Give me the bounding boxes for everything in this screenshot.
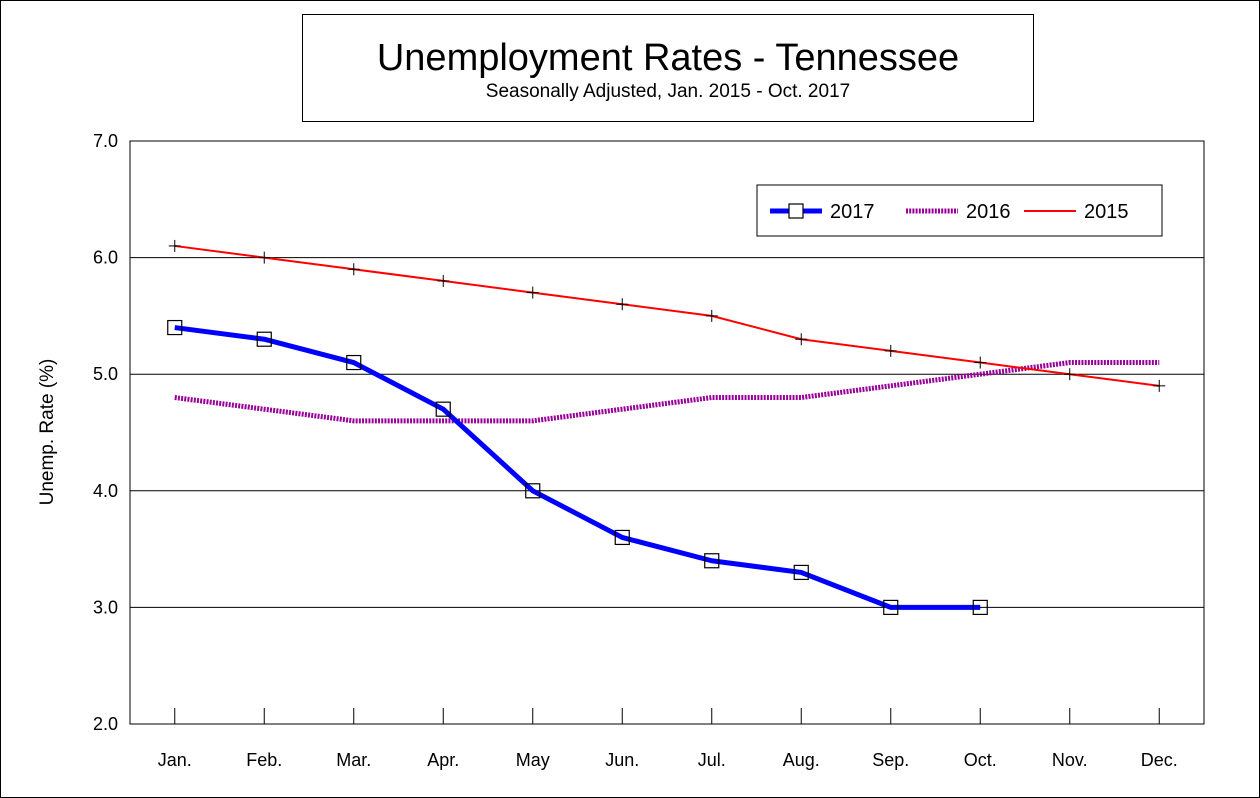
x-tick-label: Jun. [605, 750, 639, 770]
data-point-2017 [256, 331, 272, 347]
y-axis-title: Unemp. Rate (%) [37, 359, 58, 506]
data-point-2017 [525, 483, 541, 499]
x-tick-label: Nov. [1052, 750, 1088, 770]
data-point-2017 [346, 354, 362, 371]
legend-label-2017: 2017 [830, 201, 875, 223]
data-point-2017 [704, 553, 720, 569]
data-point-2015 [616, 298, 629, 311]
data-point-2015 [884, 344, 897, 357]
data-point-2017 [614, 529, 630, 546]
legend-label-2016: 2016 [966, 201, 1011, 223]
x-tick-label: Sep. [872, 750, 909, 770]
y-tick-label: 4.0 [93, 481, 118, 501]
y-tick-label: 2.0 [93, 714, 118, 734]
chart-subtitle: Seasonally Adjusted, Jan. 2015 - Oct. 20… [485, 81, 851, 102]
data-point-2017 [435, 401, 451, 417]
series-group [167, 239, 1166, 616]
data-point-2015 [795, 333, 808, 346]
x-tick-label: Apr. [427, 750, 459, 770]
series-line-2017 [174, 325, 981, 610]
x-tick-label: Jan. [158, 750, 192, 770]
y-axis-ticks: 2.0 3.0 4.0 5.0 6.0 7.0 [93, 131, 118, 734]
y-tick-label: 3.0 [93, 597, 118, 617]
data-point-2015 [258, 251, 271, 264]
legend-marker [788, 203, 804, 219]
data-point-2015 [705, 309, 718, 322]
title-box: Unemployment Rates - Tennessee Seasonall… [302, 14, 1034, 122]
series-line-2016 [174, 360, 1160, 424]
data-point-2017 [883, 599, 899, 616]
gridlines [130, 257, 1204, 608]
x-tick-label: May [516, 750, 550, 770]
data-point-2015 [347, 263, 360, 276]
x-tick-label: Oct. [964, 750, 997, 770]
data-point-2015 [168, 239, 181, 252]
data-point-2015 [1153, 379, 1166, 392]
data-point-2015 [437, 274, 450, 287]
plot-area [129, 140, 1205, 725]
x-tick-label: Mar. [336, 750, 371, 770]
series-line-2015 [174, 244, 1160, 387]
chart-title: Unemployment Rates - Tennessee [376, 37, 960, 79]
x-axis-ticks: Jan. Feb. Mar. Apr. May Jun. Jul. Aug. Sep. Oct. N… [158, 708, 1178, 770]
data-point-2015 [526, 286, 539, 299]
data-point-2015 [1063, 368, 1076, 381]
legend: 2017 2016 2015 [756, 184, 1163, 237]
y-tick-label: 7.0 [93, 131, 118, 151]
data-point-2017 [793, 564, 809, 581]
legend-box [756, 184, 1163, 237]
y-tick-label: 5.0 [93, 364, 118, 384]
x-tick-label: Dec. [1141, 750, 1178, 770]
x-tick-label: Feb. [246, 750, 282, 770]
x-tick-label: Aug. [783, 750, 820, 770]
data-point-2017 [167, 319, 183, 336]
legend-label-2015: 2015 [1084, 201, 1129, 223]
data-point-2017 [972, 599, 988, 616]
data-point-2015 [974, 356, 987, 369]
x-tick-label: Jul. [698, 750, 726, 770]
y-tick-label: 6.0 [93, 248, 118, 268]
